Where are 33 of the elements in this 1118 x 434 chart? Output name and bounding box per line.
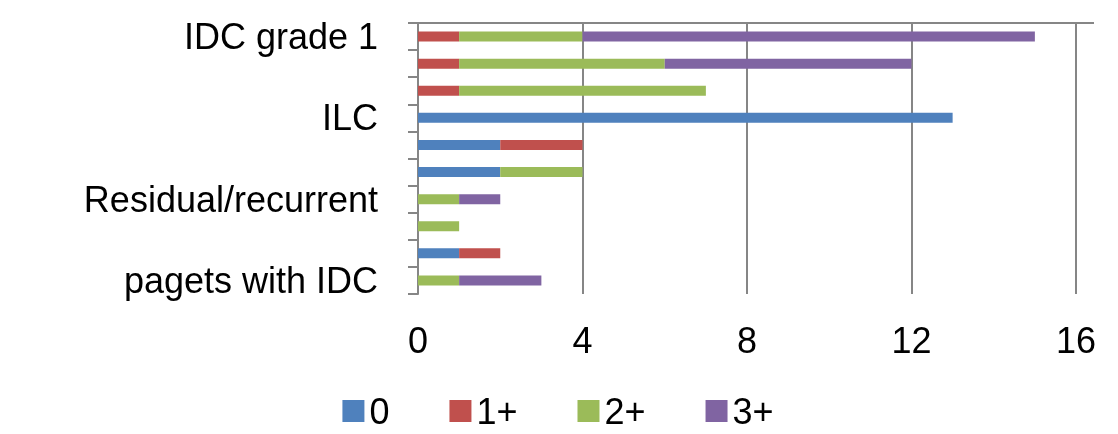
bar bbox=[418, 31, 460, 42]
bar bbox=[582, 31, 1035, 42]
x-tick-label: 12 bbox=[891, 319, 932, 361]
legend-label: 1+ bbox=[476, 390, 518, 432]
x-tick-label: 0 bbox=[407, 319, 429, 361]
bar bbox=[459, 275, 542, 286]
bar bbox=[459, 58, 665, 69]
bar bbox=[459, 85, 706, 96]
bar bbox=[459, 194, 501, 205]
bar bbox=[500, 139, 583, 150]
bar bbox=[418, 167, 501, 178]
bar bbox=[418, 139, 501, 150]
x-tick-label: 4 bbox=[572, 319, 593, 361]
bar bbox=[459, 248, 501, 259]
bar bbox=[418, 58, 460, 69]
x-tick-label: 16 bbox=[1055, 319, 1097, 361]
bar bbox=[418, 221, 460, 232]
legend-label: 3+ bbox=[732, 390, 774, 432]
bar bbox=[418, 194, 460, 205]
bar bbox=[418, 248, 460, 259]
legend-label: 0 bbox=[369, 390, 390, 432]
y-tick-label: ILC bbox=[321, 97, 378, 139]
y-tick-label: IDC grade 1 bbox=[183, 16, 378, 58]
x-tick-label: 8 bbox=[736, 319, 758, 361]
y-tick-label: Residual/recurrent bbox=[83, 178, 378, 220]
bar bbox=[418, 112, 953, 123]
legend-label: 2+ bbox=[604, 390, 646, 432]
bar bbox=[459, 31, 583, 42]
bar bbox=[500, 167, 583, 178]
y-tick-label: pagets with IDC bbox=[123, 259, 378, 301]
bar bbox=[418, 85, 460, 96]
bar bbox=[664, 58, 912, 69]
bar bbox=[418, 275, 460, 286]
